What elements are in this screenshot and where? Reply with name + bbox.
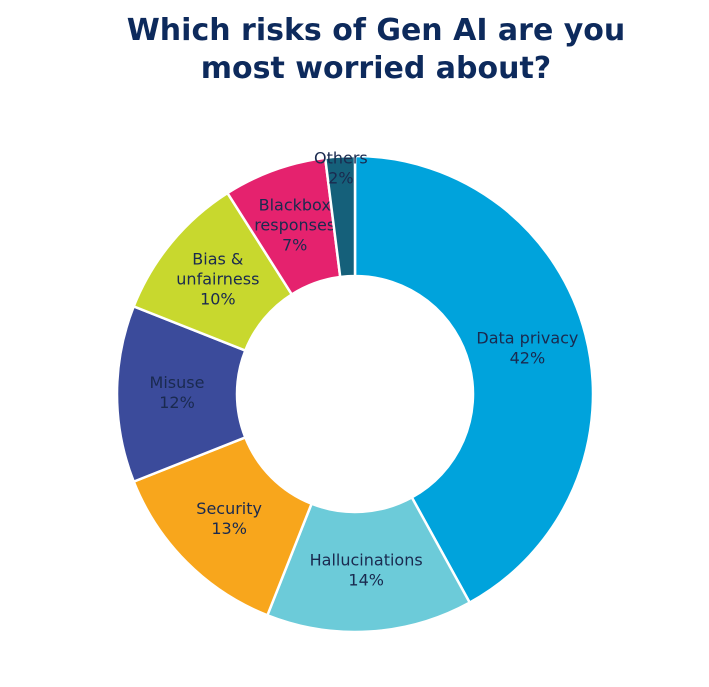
slice-label: Blackbox responses (254, 196, 335, 235)
slice-label: Bias & unfairness (176, 250, 259, 289)
slice-label: Hallucinations (310, 551, 423, 570)
value-label: 13% (211, 519, 247, 538)
slice-label: Data privacy (476, 329, 578, 348)
slice (265, 495, 472, 634)
chart-title: Which risks of Gen AI are you most worrie… (127, 13, 626, 86)
value-label: 7% (282, 236, 307, 255)
slice (132, 435, 314, 617)
slice (323, 154, 357, 279)
value-label: 14% (348, 571, 384, 590)
slice-label: Misuse (150, 373, 205, 392)
value-label: 12% (159, 393, 195, 412)
value-label: 2% (328, 168, 353, 187)
slice (353, 154, 595, 605)
slice-label: Others (314, 148, 368, 167)
slice-label: Security (196, 499, 262, 518)
value-label: 10% (200, 290, 236, 309)
value-label: 42% (510, 349, 546, 368)
